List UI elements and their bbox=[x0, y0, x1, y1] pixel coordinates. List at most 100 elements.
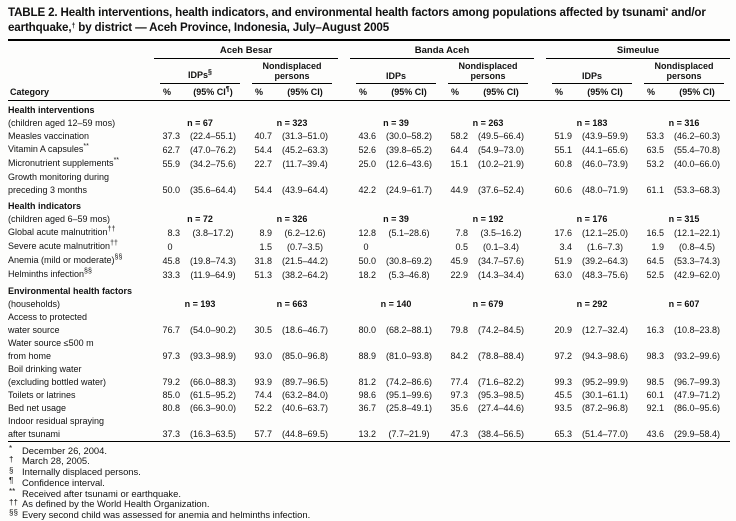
percent-cell: 50.0 bbox=[154, 184, 180, 197]
sample-size-cell: n = 183 bbox=[576, 117, 608, 128]
category-cell: from home bbox=[8, 350, 154, 363]
percent-cell: 1.9 bbox=[638, 240, 665, 254]
ci-cell: (71.6–82.2) bbox=[478, 376, 525, 387]
ci-cell: (0.7–3.5) bbox=[287, 241, 324, 252]
nondisplaced-label: Nondisplaced persons bbox=[644, 59, 725, 84]
ci-cell: (74.2–86.6) bbox=[386, 376, 433, 387]
percent-cell: 63.5 bbox=[638, 143, 665, 157]
spacer bbox=[534, 240, 546, 254]
percent-cell: 0.0 bbox=[154, 240, 180, 254]
percent-cell: 42.2 bbox=[350, 184, 377, 197]
ci-cell: (81.0–93.8) bbox=[386, 350, 433, 361]
ci-cell bbox=[376, 240, 442, 254]
footnote-symbol: ¶ bbox=[9, 476, 14, 486]
category-label: Measles vaccination bbox=[8, 130, 90, 141]
percent-value: 22.7 bbox=[254, 158, 272, 169]
category-cell: Boil drinking water bbox=[8, 363, 82, 374]
percent-cell: 65.3 bbox=[546, 428, 573, 442]
footnote-text: Confidence interval. bbox=[22, 476, 105, 488]
title-text: and/or earthquake, bbox=[8, 6, 706, 35]
footnote-text: Internally displaced persons. bbox=[22, 466, 141, 478]
category-label: Helminths infection bbox=[8, 268, 85, 279]
population-header-row: IDPs§ Nondisplaced persons IDPs Nondisplace… bbox=[8, 59, 730, 84]
percent-value: 80.8 bbox=[162, 402, 180, 413]
spacer bbox=[338, 254, 350, 268]
ci-cell: (37.6–52.4) bbox=[478, 184, 525, 195]
percent-value: 8.3 bbox=[167, 227, 180, 238]
footnote-text: Every second child was assessed for anem… bbox=[22, 508, 311, 520]
ci-cell: (43.9–64.4) bbox=[281, 184, 329, 195]
ci-cell: (27.4–44.6) bbox=[478, 402, 525, 413]
measure-header-row: Category% (95% CI¶)% (95% CI)% (95% CI)% (95… bbox=[8, 83, 731, 101]
percent-cell: 15.1 bbox=[442, 157, 469, 171]
sample-size-cell: n = 192 bbox=[472, 213, 504, 224]
sample-size-cell: n = 67 bbox=[187, 117, 213, 128]
category-footnote-marker: ** bbox=[113, 157, 120, 165]
ci-header: (95% CI¶) bbox=[180, 83, 246, 101]
category-cell: Bed net usage bbox=[8, 402, 154, 415]
ci-cell: (94.3–98.6) bbox=[582, 350, 629, 361]
percent-cell: 47.3 bbox=[442, 428, 469, 442]
percent-cell: 88.9 bbox=[350, 350, 377, 363]
percent-cell: 53.3 bbox=[638, 130, 665, 143]
ci-cell: (78.8–88.4) bbox=[478, 350, 525, 361]
percent-value: 44.9 bbox=[450, 184, 469, 195]
ci-cell: (44.1–65.6) bbox=[582, 144, 629, 155]
spacer bbox=[338, 143, 350, 157]
percent-cell: 76.7 bbox=[154, 324, 180, 337]
percent-value: 88.9 bbox=[358, 350, 377, 361]
percent-cell: 79.2 bbox=[154, 376, 180, 389]
category-cell: preceding 3 months bbox=[8, 184, 154, 197]
category-label: water source bbox=[8, 324, 60, 335]
ci-cell: (38.4–56.5) bbox=[478, 428, 525, 439]
percent-value: 35.6 bbox=[450, 402, 469, 413]
percent-value: 98.6 bbox=[358, 389, 377, 400]
sample-size-cell: n = 679 bbox=[472, 298, 504, 309]
ci-cell: (10.8–23.8) bbox=[674, 324, 721, 335]
idps-label-wrap: IDPs§ bbox=[160, 68, 240, 84]
percent-cell: 45.8 bbox=[154, 254, 180, 268]
percent-cell: 22.7 bbox=[246, 157, 272, 171]
percent-value: 7.8 bbox=[455, 227, 469, 238]
header-corner bbox=[8, 59, 154, 84]
nondisplaced-header: Nondisplaced persons bbox=[442, 59, 534, 84]
ci-cell: (66.0–88.3) bbox=[189, 376, 237, 387]
category-cell: (excluding bottled water) bbox=[8, 376, 154, 389]
sample-size-cell: n = 193 bbox=[184, 298, 216, 309]
percent-value: 42.2 bbox=[358, 184, 377, 195]
percent-cell: 64.5 bbox=[638, 254, 665, 268]
footnote-symbol: * bbox=[9, 444, 13, 454]
percent-value: 37.3 bbox=[162, 428, 180, 439]
label-row: Access to protected bbox=[8, 311, 730, 324]
percent-cell: 97.3 bbox=[154, 350, 180, 363]
percent-value: 60.1 bbox=[646, 389, 665, 400]
percent-cell: 55.9 bbox=[154, 157, 180, 171]
n-row: (households) n = 193 n = 663 n = 140 n = 679… bbox=[8, 298, 730, 311]
percent-value: 99.3 bbox=[554, 376, 573, 387]
spacer bbox=[338, 213, 350, 226]
ci-cell bbox=[180, 240, 246, 254]
percent-value: 98.5 bbox=[646, 376, 665, 387]
spacer bbox=[338, 402, 350, 415]
table-title: TABLE 2. Health interventions, health in… bbox=[8, 5, 730, 36]
ci-cell: (63.2–84.0) bbox=[281, 389, 329, 400]
percent-cell: 8.3 bbox=[154, 226, 180, 240]
category-cell: Access to protected bbox=[8, 311, 88, 322]
district-header: Simeulue bbox=[546, 41, 731, 59]
percent-value: 36.7 bbox=[358, 402, 377, 413]
percent-cell: 51.9 bbox=[546, 130, 573, 143]
category-cell: (children aged 6–59 mos) bbox=[8, 213, 111, 224]
ci-cell: (44.8–69.5) bbox=[281, 428, 329, 439]
percent-value: 55.9 bbox=[162, 158, 180, 169]
category-cell: (children aged 12–59 mos) bbox=[8, 117, 116, 128]
percent-value: 16.3 bbox=[646, 324, 665, 335]
spacer bbox=[534, 298, 546, 311]
percent-cell: 37.3 bbox=[154, 428, 180, 442]
ci-cell: (86.0–95.6) bbox=[674, 402, 721, 413]
ci-cell: (19.8–74.3) bbox=[189, 255, 237, 266]
ci-cell: (55.4–70.8) bbox=[674, 144, 721, 155]
percent-value: 54.4 bbox=[254, 144, 272, 155]
percent-cell: 58.2 bbox=[442, 130, 469, 143]
percent-value: 61.1 bbox=[646, 184, 665, 195]
percent-cell: 79.8 bbox=[442, 324, 469, 337]
